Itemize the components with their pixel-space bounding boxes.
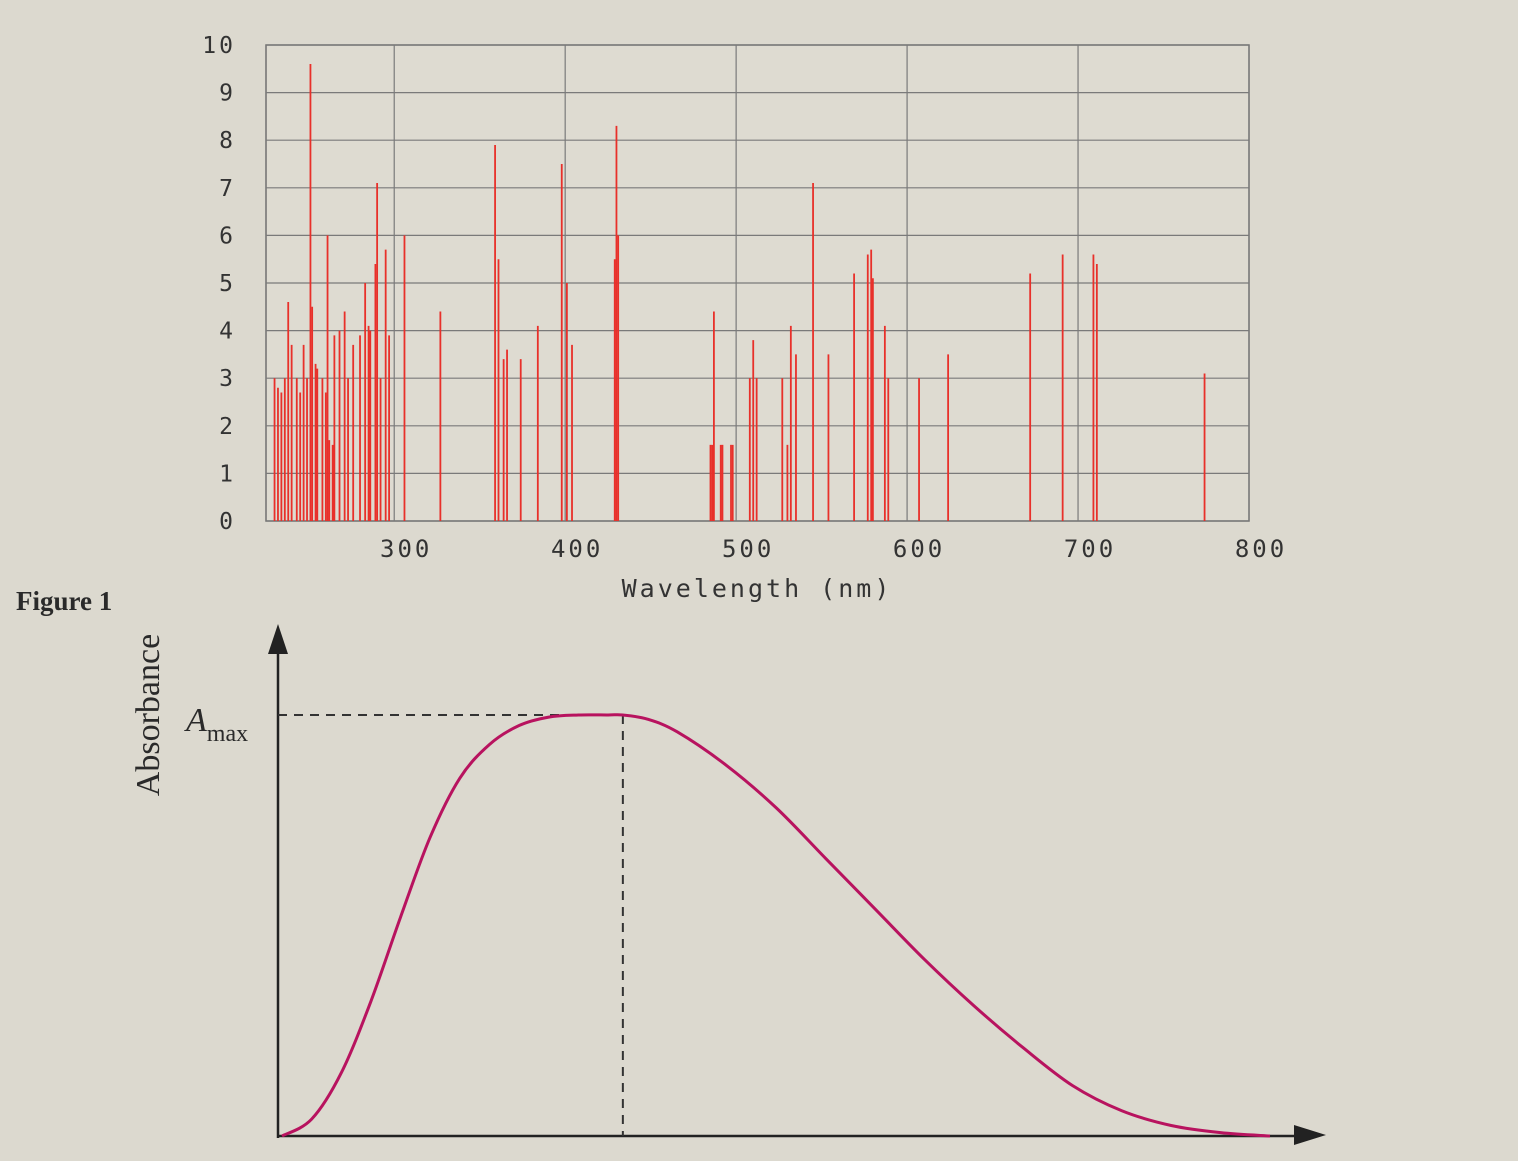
spectrum-x-tick-label: 700: [1064, 535, 1116, 563]
amax-label: Amax: [184, 702, 248, 747]
spectrum-x-tick-label: 500: [722, 535, 774, 563]
spectrum-x-axis-label: Wavelength (nm): [622, 574, 893, 603]
spectrum-y-tick-label: 2: [219, 414, 236, 440]
spectrum-x-tick-label: 400: [551, 535, 603, 563]
absorbance-curve: [281, 713, 1271, 1138]
spectrum-x-tick-labels: 300 400 500 600 700 800: [380, 535, 1287, 563]
spectrum-y-tick-label: 8: [219, 128, 236, 154]
spectrum-x-tick-label: 600: [893, 535, 945, 563]
spectrum-grid: [266, 44, 1250, 522]
spectrum-x-tick-label: 800: [1235, 535, 1287, 563]
spectrum-y-tick-label: 10: [202, 33, 236, 59]
spectrum-y-tick-label: 4: [219, 319, 236, 345]
spectrum-y-tick-label: 7: [219, 176, 236, 202]
spectrum-lines: [273, 64, 1206, 521]
absorbance-chart: Absorbance Amax: [130, 624, 1326, 1145]
absorbance-y-axis-label: Absorbance: [130, 634, 167, 796]
spectrum-y-tick-label: 9: [219, 81, 236, 107]
amax-subscript: max: [207, 721, 248, 747]
spectrum-y-tick-labels: 0 1 2 3 4 5 6 7 8 9 10: [202, 33, 236, 535]
figure-label: Figure 1: [16, 586, 112, 616]
spectrum-y-tick-label: 3: [219, 366, 236, 392]
spectrum-x-tick-label: 300: [380, 535, 432, 563]
spectrum-y-tick-label: 1: [219, 461, 236, 487]
spectrum-y-tick-label: 5: [219, 271, 236, 297]
spectrum-chart: 0 1 2 3 4 5 6 7 8 9 10 300 400 500 600 700 800 Waveleng…: [202, 33, 1287, 603]
amax-letter: A: [184, 702, 207, 739]
spectrum-y-tick-label: 6: [219, 223, 236, 249]
y-axis-arrow-icon: [268, 624, 288, 654]
spectrum-y-tick-label: 0: [219, 509, 236, 535]
x-axis-arrow-icon: [1294, 1125, 1326, 1145]
